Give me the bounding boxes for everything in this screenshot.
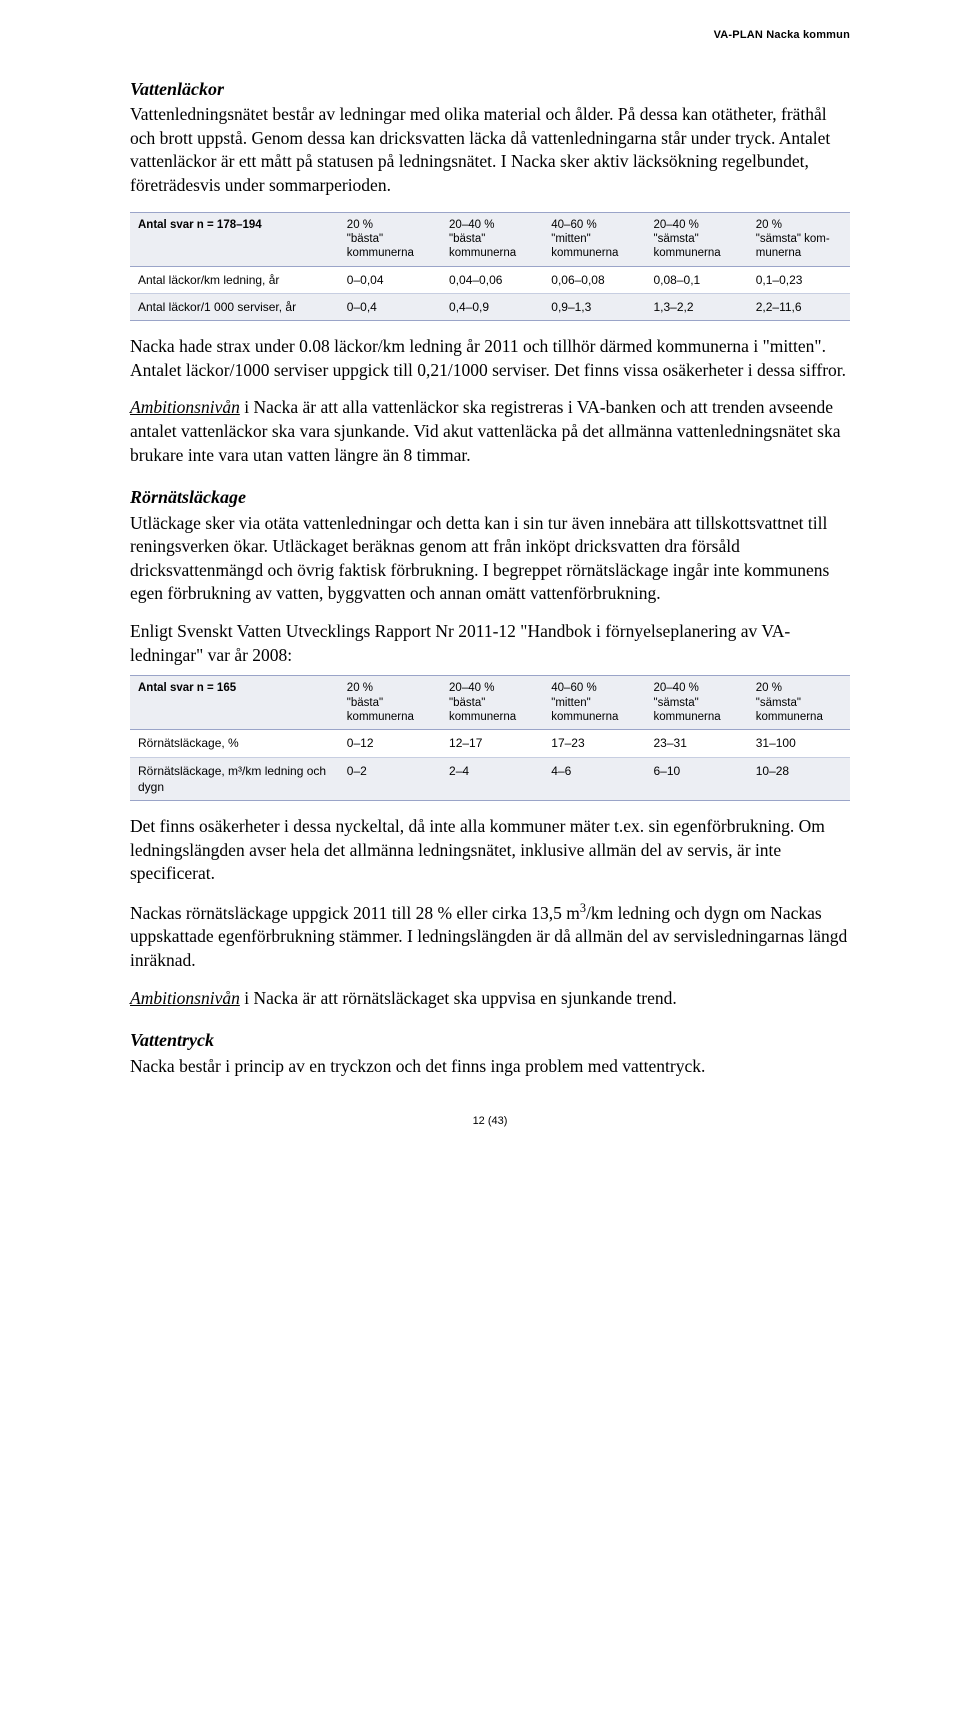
cell: 0–0,04 [339,266,441,293]
ambition-label: Ambitionsnivån [130,397,240,417]
cell: 0,9–1,3 [543,293,645,320]
table-rornat: Antal svar n = 165 20 %"bästa"kommunerna… [130,675,850,801]
cell: 0–0,4 [339,293,441,320]
header-doc-title: VA-PLAN Nacka kommun [130,28,850,43]
row-label: Rörnätsläckage, % [130,730,339,757]
table-header: 20 %"bästa"kommunerna [339,676,441,730]
para-after-t2-1: Det finns osäkerheter i dessa nyckeltal,… [130,815,850,886]
cell: 2,2–11,6 [748,293,850,320]
para-vattenlackor-1: Vattenledningsnätet består av ledningar … [130,103,850,198]
cell: 6–10 [646,757,748,800]
row-label: Antal läckor/km ledning, år [130,266,339,293]
table-header: 20 %"sämsta" kom-munerna [748,212,850,266]
cell: 0,4–0,9 [441,293,543,320]
ambition-label: Ambitionsnivån [130,988,240,1008]
table-row: Antal läckor/1 000 serviser, år 0–0,4 0,… [130,293,850,320]
table-row: Antal svar n = 165 20 %"bästa"kommunerna… [130,676,850,730]
cell: 0,08–0,1 [646,266,748,293]
table-header: 20–40 %"sämsta"kommunerna [646,676,748,730]
heading-vattentryck: Vattentryck [130,1028,850,1052]
cell: 0,06–0,08 [543,266,645,293]
text-part-a: Nackas rörnätsläckage uppgick 2011 till … [130,903,580,923]
cell: 23–31 [646,730,748,757]
row-label: Antal läckor/1 000 serviser, år [130,293,339,320]
cell: 0,04–0,06 [441,266,543,293]
table-row: Rörnätsläckage, % 0–12 12–17 17–23 23–31… [130,730,850,757]
para-rornat-1: Utläckage sker via otäta vattenledningar… [130,512,850,607]
para-ambition-1: Ambitionsnivån i Nacka är att alla vatte… [130,396,850,467]
row-label: Rörnätsläckage, m³/km ledning och dygn [130,757,339,800]
table-row: Antal läckor/km ledning, år 0–0,04 0,04–… [130,266,850,293]
table-header: 20 %"bästa"kommunerna [339,212,441,266]
para-mid-1: Nacka hade strax under 0.08 läckor/km le… [130,335,850,382]
table-header: 20–40 %"sämsta"kommunerna [646,212,748,266]
heading-vattenlackor: Vattenläckor [130,77,850,101]
cell: 0–12 [339,730,441,757]
cell: 0,1–0,23 [748,266,850,293]
cell: 0–2 [339,757,441,800]
para-ambition-2: Ambitionsnivån i Nacka är att rörnätsläc… [130,987,850,1011]
cell: 17–23 [543,730,645,757]
cell: 4–6 [543,757,645,800]
page-number: 12 (43) [130,1114,850,1129]
para-after-t2-2: Nackas rörnätsläckage uppgick 2011 till … [130,900,850,973]
cell: 2–4 [441,757,543,800]
cell: 1,3–2,2 [646,293,748,320]
cell: 10–28 [748,757,850,800]
para-rornat-2: Enligt Svenskt Vatten Utvecklings Rappor… [130,620,850,667]
table-lackor: Antal svar n = 178–194 20 %"bästa"kommun… [130,212,850,322]
table-header: 20 %"sämsta"kommunerna [748,676,850,730]
table-header: 40–60 %"mitten"kommunerna [543,212,645,266]
table-header-caption: Antal svar n = 178–194 [130,212,339,266]
para-vattentryck-1: Nacka består i princip av en tryckzon oc… [130,1055,850,1079]
ambition-text: i Nacka är att rörnätsläckaget ska uppvi… [240,988,677,1008]
cell: 31–100 [748,730,850,757]
table-header: 20–40 %"bästa"kommunerna [441,212,543,266]
table-row: Rörnätsläckage, m³/km ledning och dygn 0… [130,757,850,800]
cell: 12–17 [441,730,543,757]
table-row: Antal svar n = 178–194 20 %"bästa"kommun… [130,212,850,266]
heading-rornat: Rörnätsläckage [130,485,850,509]
table-header: 40–60 %"mitten"kommunerna [543,676,645,730]
table-header: 20–40 %"bästa"kommunerna [441,676,543,730]
table-header-caption: Antal svar n = 165 [130,676,339,730]
